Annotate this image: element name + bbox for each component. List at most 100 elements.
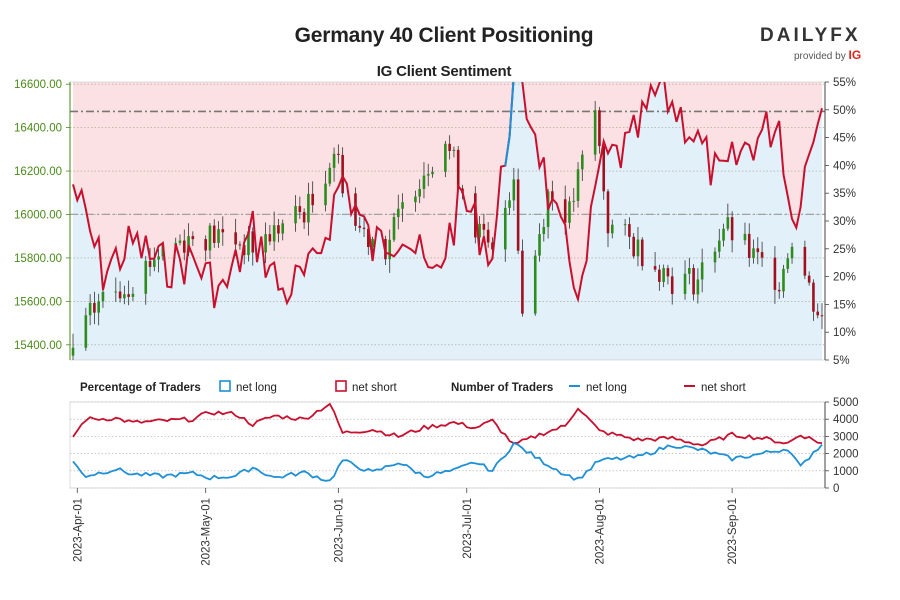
candle-body bbox=[503, 207, 507, 250]
candle-body bbox=[358, 225, 362, 228]
reference-lines bbox=[70, 110, 825, 215]
candle-body bbox=[298, 206, 302, 213]
legend-pct-long-label: net long bbox=[236, 382, 277, 394]
candle-body bbox=[153, 259, 156, 267]
legend-number-title: Number of Traders bbox=[451, 382, 553, 394]
candle-body bbox=[392, 217, 396, 240]
candle-body bbox=[747, 233, 751, 258]
legend-pct-short-label: net short bbox=[352, 382, 398, 394]
candle-body bbox=[127, 294, 130, 297]
candle-body bbox=[414, 196, 417, 203]
traders-tick-label: 0 bbox=[833, 483, 839, 495]
candle-body bbox=[662, 268, 665, 282]
date-tick-label: 2023-Jul-01 bbox=[462, 498, 474, 559]
candle-body bbox=[302, 212, 306, 223]
percent-tick-label: 40% bbox=[833, 160, 856, 172]
candle-body bbox=[786, 258, 790, 269]
candle-body bbox=[533, 255, 537, 314]
candle-body bbox=[610, 224, 614, 234]
traders-tick-label: 3000 bbox=[833, 431, 859, 443]
candle-body bbox=[264, 234, 267, 253]
candle-body bbox=[512, 179, 516, 201]
traders-tick-label: 5000 bbox=[833, 397, 859, 409]
chart-subtitle: IG Client Sentiment bbox=[376, 63, 512, 80]
candle-body bbox=[486, 229, 490, 243]
candle-body bbox=[666, 268, 670, 277]
price-axis: 15400.00 15600.00 15800.00 16000.00 16200.00… bbox=[14, 79, 71, 360]
price-tick-label: 16000.00 bbox=[14, 209, 62, 221]
candle-body bbox=[683, 273, 687, 294]
candle-body bbox=[118, 291, 122, 299]
candle-body bbox=[640, 239, 644, 267]
candle-body bbox=[418, 188, 421, 197]
number-net-long-line bbox=[72, 441, 823, 482]
legend-percentage-title: Percentage of Traders bbox=[80, 382, 201, 394]
candle-body bbox=[221, 229, 225, 233]
candle-body bbox=[816, 311, 820, 316]
candle-body bbox=[692, 267, 695, 295]
candle-body bbox=[431, 171, 434, 175]
percent-tick-label: 10% bbox=[833, 327, 856, 339]
candle-body bbox=[217, 229, 220, 243]
traders-tick-label: 1000 bbox=[833, 466, 859, 478]
price-tick-label: 16600.00 bbox=[14, 79, 62, 91]
net-short-percentage-line bbox=[72, 82, 823, 309]
candle-body bbox=[272, 225, 276, 242]
candle-body bbox=[212, 225, 216, 243]
candle-body bbox=[123, 294, 126, 299]
candle-body bbox=[658, 269, 661, 282]
candle-body bbox=[294, 206, 297, 224]
candle-body bbox=[538, 234, 541, 256]
candle-body bbox=[444, 143, 447, 172]
date-tick-label: 2023-Aug-01 bbox=[594, 498, 606, 565]
percent-tick-label: 55% bbox=[833, 77, 856, 89]
logo-tagline: provided by IG bbox=[794, 48, 861, 62]
candle-body bbox=[204, 239, 207, 251]
percent-tick-label: 35% bbox=[833, 188, 856, 200]
candle-body bbox=[148, 260, 152, 267]
candle-body bbox=[563, 199, 567, 223]
legend-num-long-label: net long bbox=[586, 382, 627, 394]
candle-body bbox=[782, 268, 785, 292]
candle-body bbox=[448, 143, 451, 151]
traders-gridlines bbox=[70, 401, 825, 489]
percent-tick-label: 30% bbox=[833, 216, 856, 228]
candle-body bbox=[238, 244, 242, 246]
candle-body bbox=[576, 169, 580, 201]
candle-body bbox=[700, 262, 704, 280]
candle-body bbox=[491, 242, 494, 250]
net-long-fill bbox=[73, 82, 822, 360]
price-tick-label: 15800.00 bbox=[14, 253, 62, 265]
bottom-panel-frame bbox=[69, 401, 826, 489]
candle-body bbox=[371, 239, 374, 248]
percent-tick-label: 15% bbox=[833, 299, 856, 311]
price-tick-label: 16400.00 bbox=[14, 123, 62, 135]
candle-body bbox=[670, 276, 674, 294]
price-tick-label: 15400.00 bbox=[14, 340, 62, 352]
sentiment-area bbox=[73, 82, 822, 360]
candle-body bbox=[247, 231, 250, 256]
candle-body bbox=[367, 228, 370, 248]
candle-body bbox=[602, 146, 606, 192]
candle-body bbox=[756, 248, 760, 253]
candle-body bbox=[730, 217, 734, 241]
candle-body bbox=[812, 282, 815, 312]
net-short-fill bbox=[73, 82, 822, 308]
candle-body bbox=[777, 289, 781, 292]
candle-body bbox=[482, 223, 486, 230]
candle-body bbox=[88, 302, 92, 316]
candle-body bbox=[606, 191, 610, 234]
dailyfx-logo: DAILYFX provided by IG bbox=[760, 25, 870, 62]
candle-body bbox=[752, 248, 755, 258]
candle-body bbox=[422, 175, 426, 189]
candle-body bbox=[456, 149, 460, 189]
candle-body bbox=[324, 183, 327, 206]
candle-body bbox=[478, 223, 481, 238]
legend-num-short-label: net short bbox=[701, 382, 747, 394]
candle-body bbox=[332, 153, 336, 168]
ig-logo: IG bbox=[848, 48, 862, 62]
candle-body bbox=[581, 154, 584, 170]
candle-body bbox=[208, 225, 212, 251]
candle-body bbox=[632, 236, 635, 257]
